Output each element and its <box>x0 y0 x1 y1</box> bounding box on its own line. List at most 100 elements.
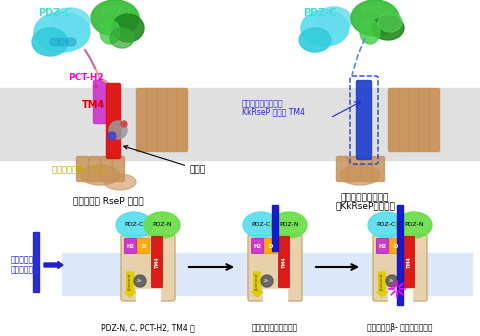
FancyBboxPatch shape <box>121 235 175 301</box>
Bar <box>263 289 287 301</box>
Text: 大腸菌由来 RseP の構造: 大腸菌由来 RseP の構造 <box>72 196 144 205</box>
Text: （KkRseP）の構造: （KkRseP）の構造 <box>335 201 395 210</box>
Text: PDZ-C: PDZ-C <box>124 222 144 227</box>
Ellipse shape <box>91 0 139 36</box>
Bar <box>0 88 480 160</box>
FancyBboxPatch shape <box>100 157 112 181</box>
Text: β-strand: β-strand <box>255 272 259 290</box>
FancyBboxPatch shape <box>146 88 157 152</box>
Ellipse shape <box>66 38 76 46</box>
FancyBboxPatch shape <box>152 237 163 288</box>
Text: KkRseP 分子の TM4: KkRseP 分子の TM4 <box>242 107 305 116</box>
Circle shape <box>386 275 398 287</box>
FancyBboxPatch shape <box>112 157 124 181</box>
Ellipse shape <box>368 212 404 238</box>
FancyArrow shape <box>252 272 263 297</box>
FancyBboxPatch shape <box>248 235 302 301</box>
FancyBboxPatch shape <box>94 81 107 124</box>
Text: PCT-H2: PCT-H2 <box>68 73 104 87</box>
FancyBboxPatch shape <box>167 88 178 152</box>
Text: Zn: Zn <box>389 279 395 283</box>
FancyBboxPatch shape <box>264 239 276 253</box>
Ellipse shape <box>316 7 352 33</box>
FancyBboxPatch shape <box>336 157 348 181</box>
FancyArrow shape <box>376 272 387 297</box>
FancyBboxPatch shape <box>389 239 401 253</box>
Text: H2: H2 <box>253 244 262 249</box>
Ellipse shape <box>58 38 68 46</box>
Text: PDZ-C: PDZ-C <box>303 8 336 18</box>
Text: D: D <box>141 244 146 249</box>
Ellipse shape <box>80 165 120 185</box>
FancyBboxPatch shape <box>404 237 415 288</box>
Ellipse shape <box>299 28 331 52</box>
Ellipse shape <box>50 38 60 46</box>
Text: PDZ-N: PDZ-N <box>279 222 299 227</box>
Text: Zn: Zn <box>137 279 143 283</box>
Text: D: D <box>268 244 273 249</box>
Circle shape <box>108 132 116 140</box>
Bar <box>136 289 160 301</box>
FancyBboxPatch shape <box>419 88 430 152</box>
Ellipse shape <box>360 20 380 44</box>
FancyBboxPatch shape <box>136 88 147 152</box>
FancyBboxPatch shape <box>252 239 264 253</box>
Text: β-strand: β-strand <box>128 272 132 290</box>
FancyBboxPatch shape <box>278 237 289 288</box>
Text: TM4: TM4 <box>155 256 159 268</box>
FancyBboxPatch shape <box>107 84 120 159</box>
Text: PDZ-N: PDZ-N <box>404 222 424 227</box>
Text: TM4: TM4 <box>281 256 287 268</box>
FancyBboxPatch shape <box>124 239 136 253</box>
FancyBboxPatch shape <box>357 81 372 160</box>
Ellipse shape <box>34 12 90 52</box>
Text: PDZ-N: PDZ-N <box>152 222 172 227</box>
Ellipse shape <box>112 14 144 42</box>
Ellipse shape <box>378 12 402 32</box>
Ellipse shape <box>396 212 432 238</box>
FancyBboxPatch shape <box>388 88 399 152</box>
Text: PDZ-N: PDZ-N <box>101 6 135 16</box>
Text: PDZ-C: PDZ-C <box>376 222 396 227</box>
Ellipse shape <box>104 174 136 190</box>
Text: PDZ-C: PDZ-C <box>252 222 271 227</box>
Text: TM4: TM4 <box>407 256 411 268</box>
FancyBboxPatch shape <box>156 88 168 152</box>
FancyBboxPatch shape <box>398 88 409 152</box>
Text: 結晶の中で隣り合う: 結晶の中で隣り合う <box>242 99 284 108</box>
Bar <box>272 205 278 251</box>
Ellipse shape <box>116 212 152 238</box>
Text: 膜内領域のβ- シートによって: 膜内領域のβ- シートによって <box>367 323 433 332</box>
FancyBboxPatch shape <box>177 88 188 152</box>
Ellipse shape <box>351 0 399 36</box>
Text: ホモログタンパク質: ホモログタンパク質 <box>341 193 389 202</box>
FancyBboxPatch shape <box>376 239 388 253</box>
FancyBboxPatch shape <box>429 88 440 152</box>
Text: H2: H2 <box>127 244 134 249</box>
Ellipse shape <box>100 20 120 44</box>
FancyBboxPatch shape <box>137 239 149 253</box>
FancyBboxPatch shape <box>360 157 372 181</box>
FancyBboxPatch shape <box>348 157 360 181</box>
Text: β-strand: β-strand <box>380 272 384 290</box>
FancyBboxPatch shape <box>408 88 420 152</box>
Circle shape <box>134 275 146 287</box>
Text: TM4: TM4 <box>82 100 105 110</box>
Circle shape <box>109 121 127 139</box>
Bar <box>62 253 472 295</box>
Ellipse shape <box>50 8 90 36</box>
Ellipse shape <box>110 28 134 48</box>
Bar <box>388 289 412 301</box>
Text: ゲートが開いて基質が: ゲートが開いて基質が <box>252 323 298 332</box>
Bar <box>33 232 39 292</box>
Text: PDZ-N: PDZ-N <box>361 6 395 16</box>
Text: PDZ-C: PDZ-C <box>38 8 72 18</box>
Ellipse shape <box>243 212 279 238</box>
Ellipse shape <box>372 16 404 40</box>
Text: PDZ-N, C, PCT-H2, TM4 が: PDZ-N, C, PCT-H2, TM4 が <box>101 323 195 332</box>
Ellipse shape <box>144 212 180 238</box>
Text: 膜内領域のβ- シート: 膜内領域のβ- シート <box>52 165 105 174</box>
Text: H2: H2 <box>379 244 386 249</box>
Text: Zn: Zn <box>264 279 270 283</box>
FancyArrow shape <box>44 261 63 268</box>
